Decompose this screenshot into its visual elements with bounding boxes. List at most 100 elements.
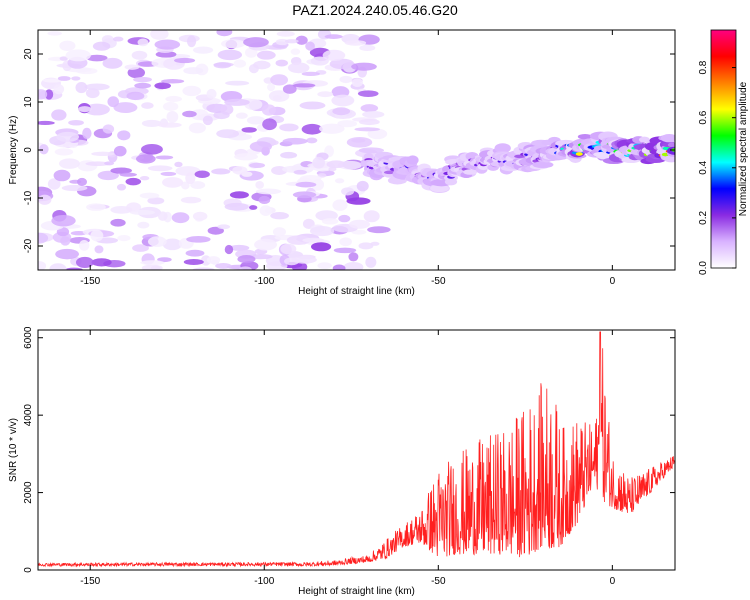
plot-frame-bottom <box>37 329 676 571</box>
heatmap-cell <box>61 184 88 192</box>
heatmap-cell <box>310 56 329 66</box>
heatmap-cell <box>58 158 80 169</box>
heatmap-cell <box>406 155 419 165</box>
colorbar <box>710 29 737 269</box>
heatmap-cell <box>338 214 351 223</box>
heatmap-cell <box>55 248 79 260</box>
heatmap-cell <box>68 119 84 126</box>
heatmap-cell <box>141 119 162 127</box>
colorbar-tick-label: 0.4 <box>698 160 709 174</box>
heatmap-cell <box>253 60 271 70</box>
heatmap-cell <box>47 178 61 190</box>
heatmap-cells <box>38 30 675 270</box>
heatmap-cell <box>150 30 169 40</box>
heatmap-cell <box>161 79 185 84</box>
heatmap-cell <box>367 226 391 234</box>
heatmap-cell <box>127 67 146 79</box>
heatmap-cell <box>86 203 106 211</box>
heatmap-cell <box>311 242 332 252</box>
heatmap-cell <box>162 238 183 251</box>
heatmap-cell <box>213 62 232 69</box>
x-tick-label: -50 <box>431 276 446 287</box>
heatmap-cell <box>102 124 115 134</box>
x-tick-label: -100 <box>254 576 274 587</box>
heatmap-cell <box>117 234 131 242</box>
heatmap-cell <box>57 76 71 81</box>
heatmap-cell <box>332 107 351 116</box>
heatmap-cell <box>171 212 190 224</box>
heatmap-cell <box>78 240 90 251</box>
heatmap-cell <box>166 110 179 123</box>
heatmap-cell <box>293 169 307 175</box>
heatmap-cell <box>249 141 272 152</box>
heatmap-cell <box>305 41 315 51</box>
heatmap-cell <box>268 140 279 146</box>
heatmap-cell <box>113 102 138 114</box>
heatmap-cell <box>76 177 88 186</box>
colorbar-tick-label: 0.8 <box>698 60 709 74</box>
y-axis-label: Frequency (Hz) <box>8 116 19 185</box>
heatmap-cell <box>77 106 92 113</box>
heatmap-cell <box>188 122 206 134</box>
heatmap-cell <box>59 40 76 52</box>
heatmap-cell <box>104 161 115 166</box>
heatmap-cell <box>140 144 163 155</box>
heatmap-cell <box>356 180 369 192</box>
heatmap-cell <box>160 171 177 176</box>
heatmap-cell <box>202 115 213 126</box>
heatmap-cell <box>284 39 299 44</box>
y-tick-label: 6000 <box>23 326 34 349</box>
heatmap-cell <box>249 162 266 169</box>
heatmap-cell <box>44 89 54 100</box>
heatmap-cell <box>147 197 165 205</box>
heatmap-cell <box>65 267 83 270</box>
heatmap-cell <box>141 102 154 109</box>
heatmap-cell <box>207 226 224 235</box>
heatmap-cell <box>183 259 204 266</box>
snr-series-line <box>37 331 675 568</box>
heatmap-cell <box>370 241 380 246</box>
heatmap-cell <box>147 236 167 247</box>
heatmap-cell <box>311 178 325 191</box>
heatmap-cell <box>232 166 248 175</box>
heatmap-cell <box>181 181 190 190</box>
y-tick-label: -20 <box>23 238 34 253</box>
heatmap-cell <box>267 83 276 92</box>
y-tick-label: 10 <box>23 96 34 108</box>
heatmap-cell <box>275 59 288 67</box>
heatmap-cell <box>235 112 248 119</box>
heatmap-cell <box>317 91 334 98</box>
heatmap-cell <box>126 91 145 101</box>
heatmap-cell <box>165 95 183 102</box>
heatmap-cell <box>42 78 63 83</box>
colorbar-label: Normalized spectral amplitude <box>738 81 749 216</box>
heatmap-cell <box>185 172 196 185</box>
heatmap-cell <box>66 66 92 73</box>
heatmap-cell <box>358 147 384 154</box>
heatmap-cell <box>322 218 339 225</box>
heatmap-cell <box>276 31 295 37</box>
heatmap-cell <box>237 254 256 264</box>
x-axis-label: Height of straight line (km) <box>298 586 415 597</box>
heatmap-cell <box>663 155 675 163</box>
x-tick-label: -50 <box>431 576 446 587</box>
heatmap-cell <box>292 83 316 88</box>
heatmap-cell <box>217 224 231 230</box>
heatmap-cell <box>174 57 196 64</box>
heatmap-cell <box>117 130 131 141</box>
heatmap-cell <box>299 174 322 182</box>
heatmap-cell <box>270 74 289 86</box>
heatmap-cell <box>302 237 325 243</box>
heatmap-cell <box>246 116 266 125</box>
heatmap-cell <box>255 181 264 189</box>
heatmap-cell <box>59 56 68 61</box>
heatmap-cell <box>125 177 142 186</box>
heatmap-cell <box>192 267 215 270</box>
heatmap-cell <box>359 44 376 52</box>
heatmap-cell <box>116 183 127 191</box>
heatmap-cell <box>287 62 310 74</box>
y-tick-label: -10 <box>23 190 34 205</box>
heatmap-cell <box>339 75 353 84</box>
heatmap-cell <box>317 262 332 269</box>
